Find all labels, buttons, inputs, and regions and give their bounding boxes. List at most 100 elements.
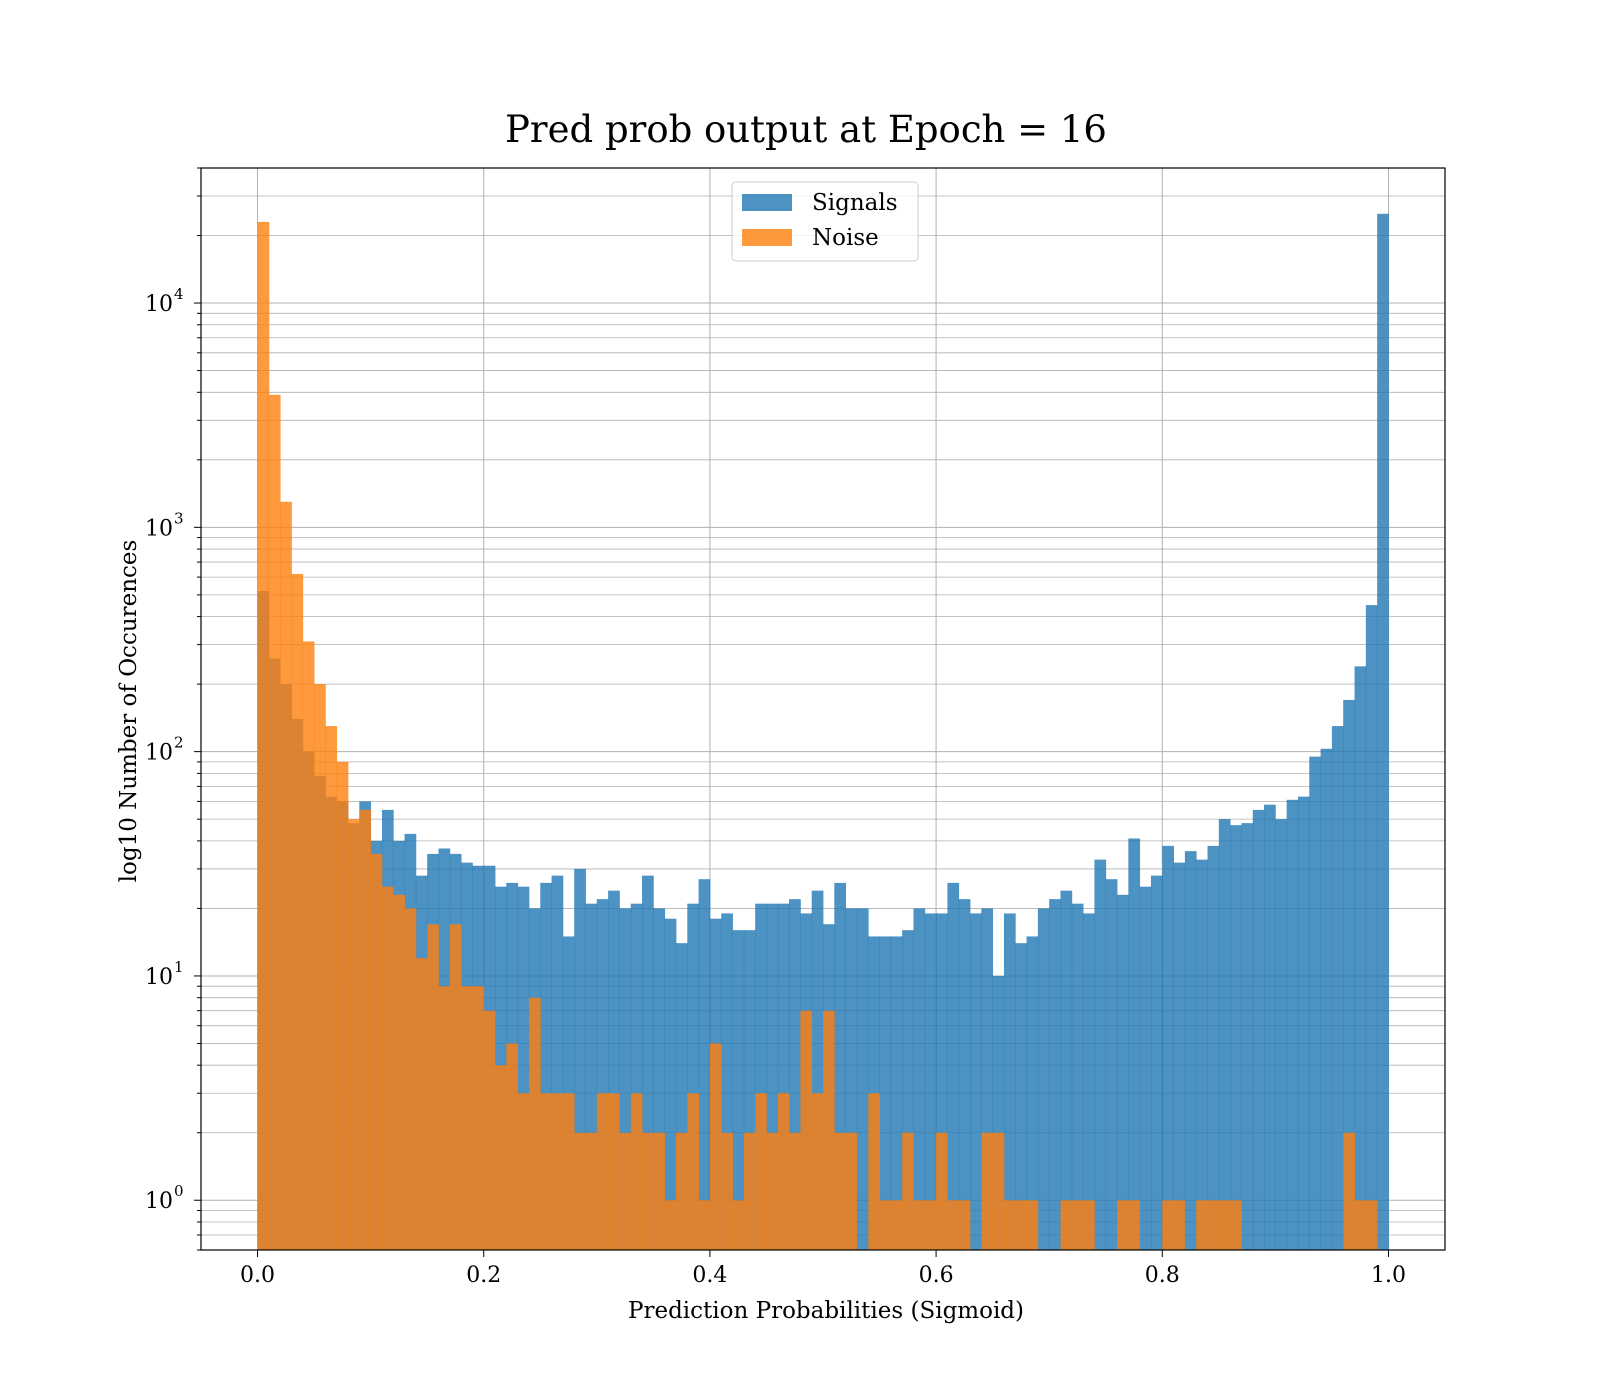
- histogram-bar: [924, 913, 937, 1250]
- histogram-bar: [1309, 756, 1321, 1250]
- histogram-bar: [268, 394, 281, 1250]
- chart-title: Pred prob output at Epoch = 16: [505, 108, 1107, 151]
- histogram-bar: [868, 1093, 880, 1250]
- histogram-bar: [698, 1200, 711, 1250]
- histogram-bar: [981, 1132, 994, 1250]
- histogram-bar: [823, 1010, 835, 1250]
- histogram-bar: [653, 908, 666, 1250]
- histogram-bar: [1354, 1200, 1367, 1250]
- histogram-bar: [1060, 1200, 1073, 1250]
- histogram-bar: [1331, 726, 1344, 1250]
- histogram-bar: [687, 1093, 699, 1250]
- histogram-bar: [517, 1093, 530, 1250]
- legend-label-noise: Noise: [812, 225, 879, 251]
- histogram-bar: [1343, 1132, 1355, 1250]
- histogram-bar: [1083, 1200, 1095, 1250]
- histogram-bar: [302, 641, 315, 1250]
- histogram-bar: [1230, 1200, 1242, 1250]
- histogram-bar: [958, 1200, 971, 1250]
- histogram-bar: [1207, 845, 1220, 1250]
- histogram-bar: [1196, 1200, 1208, 1250]
- histogram-bar: [1026, 936, 1039, 1250]
- histogram-bar: [958, 899, 971, 1250]
- series-noise: [257, 221, 1378, 1250]
- histogram-bar: [755, 1093, 767, 1250]
- histogram-bar: [1377, 213, 1389, 1250]
- histogram-bar: [574, 1132, 586, 1250]
- histogram-bar: [1150, 875, 1163, 1250]
- histogram-bar: [404, 908, 417, 1250]
- axes-frame: [200, 167, 1446, 1251]
- legend-swatch-noise: [742, 229, 792, 246]
- histogram-bar: [1015, 1200, 1027, 1250]
- y-tick-exponent: 4: [174, 285, 184, 303]
- histogram-bar: [732, 1200, 745, 1250]
- histogram-bar: [1196, 859, 1208, 1250]
- histogram-bar: [1275, 819, 1288, 1250]
- histogram-bar: [1218, 1200, 1231, 1250]
- histogram-bar: [1207, 1200, 1220, 1250]
- histogram-bar: [879, 936, 892, 1250]
- histogram-bar: [992, 1132, 1005, 1250]
- histogram-bar: [687, 903, 699, 1250]
- histogram-bar: [1173, 862, 1186, 1250]
- histogram-bar: [721, 1132, 733, 1250]
- histogram-bar: [902, 930, 914, 1250]
- histogram-bar: [257, 221, 270, 1250]
- histogram-bar: [1037, 908, 1050, 1250]
- histogram-bar: [913, 1200, 926, 1250]
- histogram-bar: [1365, 1200, 1378, 1250]
- histogram-bar: [585, 1132, 598, 1250]
- histogram-bar: [619, 908, 632, 1250]
- x-tick-label: 0.0: [240, 1263, 275, 1288]
- histogram-bar: [766, 1132, 779, 1250]
- histogram-bar: [381, 886, 394, 1250]
- histogram-bar: [359, 809, 372, 1250]
- histogram-bar: [789, 899, 801, 1250]
- plot-frame: [200, 167, 1446, 1251]
- histogram-bar: [890, 1200, 903, 1250]
- histogram-bar: [879, 1200, 892, 1250]
- histogram-bar: [1003, 1200, 1016, 1250]
- histogram-bar: [415, 958, 428, 1250]
- legend: Signals Noise: [731, 181, 919, 262]
- x-tick-label: 0.6: [919, 1263, 954, 1288]
- histogram-bars: [257, 213, 1389, 1250]
- histogram-bar: [766, 903, 779, 1250]
- histogram-bar: [664, 1200, 677, 1250]
- histogram-bar: [1264, 804, 1276, 1250]
- x-axis: 0.0 0.2 0.4 0.6 0.8 1.0: [240, 1250, 1406, 1288]
- histogram-bar: [1162, 1200, 1174, 1250]
- histogram-bar: [551, 875, 564, 1250]
- histogram-bar: [483, 1010, 496, 1250]
- histogram-bar: [947, 882, 960, 1250]
- histogram-bar: [596, 1093, 609, 1250]
- histogram-bar: [1354, 666, 1367, 1250]
- y-tick-label: 10: [145, 292, 173, 317]
- histogram-bar: [1003, 913, 1016, 1250]
- histogram-bar: [1343, 699, 1355, 1250]
- histogram-bar: [1297, 796, 1310, 1250]
- histogram-bar: [1083, 913, 1095, 1250]
- histogram-bar: [1320, 748, 1333, 1250]
- histogram-bar: [642, 1132, 654, 1250]
- histogram-bar: [1071, 903, 1084, 1250]
- y-tick-exponent: 1: [174, 958, 184, 976]
- y-tick-label: 10: [145, 516, 173, 541]
- histogram-bar: [336, 761, 349, 1250]
- histogram-bar: [619, 1132, 632, 1250]
- histogram-bar: [845, 908, 858, 1250]
- histogram-bar: [314, 684, 326, 1250]
- histogram-bar: [528, 997, 541, 1250]
- histogram-bar: [517, 886, 530, 1250]
- histogram-bar: [1049, 899, 1061, 1250]
- histogram-bar: [709, 1043, 722, 1250]
- histogram-bar: [789, 1132, 801, 1250]
- histogram-bar: [562, 1093, 575, 1250]
- histogram-bar: [743, 1132, 756, 1250]
- histogram-bar: [936, 913, 948, 1250]
- histogram-bar: [1365, 605, 1378, 1250]
- histogram-bar: [1015, 943, 1027, 1250]
- histogram-bar: [653, 1132, 666, 1250]
